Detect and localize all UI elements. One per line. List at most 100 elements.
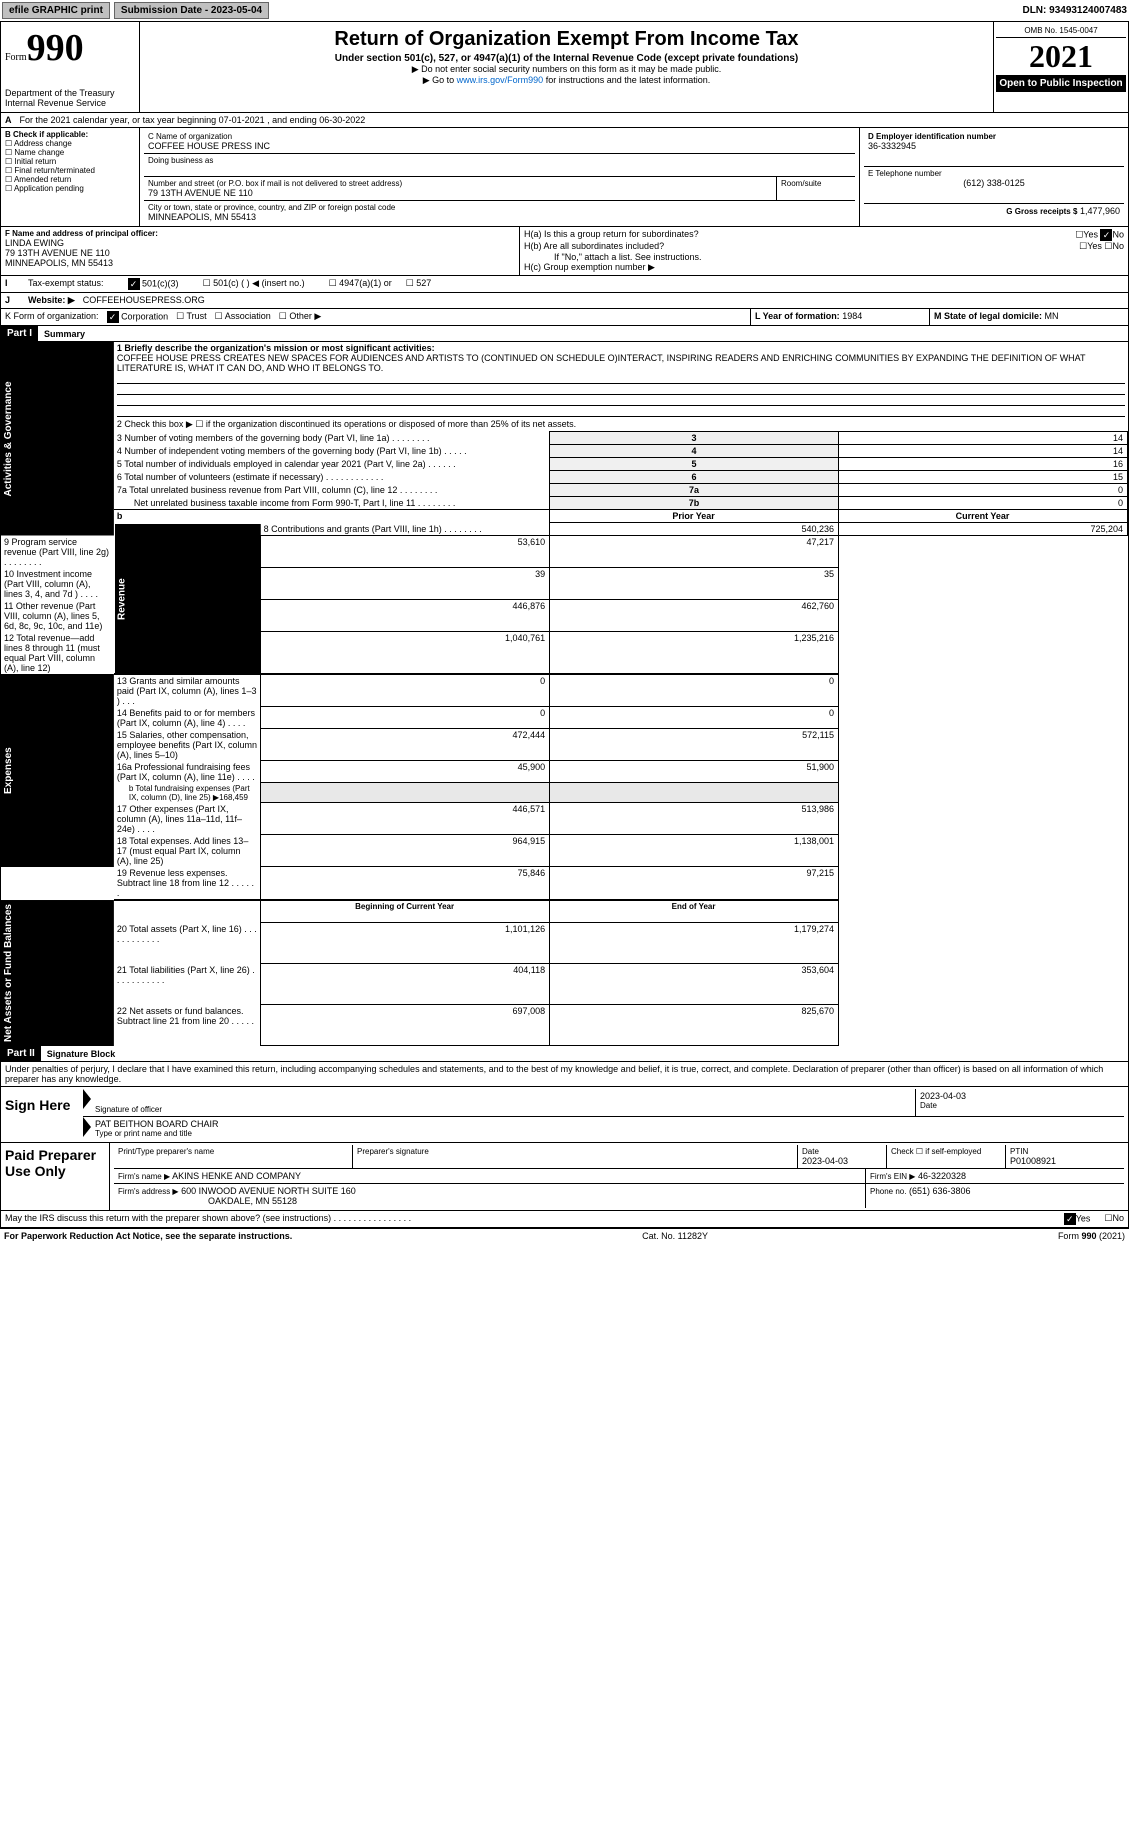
prep-h5: PTIN xyxy=(1010,1147,1120,1156)
tax-year: 2021 xyxy=(996,38,1126,75)
M-value: MN xyxy=(1045,311,1059,321)
section-B-label: B Check if applicable: xyxy=(5,130,135,139)
sign-here-block: Sign Here Signature of officer 2023-04-0… xyxy=(1,1087,1128,1143)
part2-header: Part II Signature Block xyxy=(1,1046,1128,1062)
form-number: Form990 xyxy=(5,26,135,70)
ck-501c[interactable]: ☐ 501(c) ( ) ◀ (insert no.) xyxy=(183,276,309,292)
phone-label: E Telephone number xyxy=(868,169,1120,178)
line14-cy: 0 xyxy=(550,707,839,729)
firm-name: AKINS HENKE AND COMPANY xyxy=(172,1171,301,1181)
L-value: 1984 xyxy=(842,311,862,321)
form-footer: Form 990 (2021) xyxy=(1058,1231,1125,1241)
phone-value: (612) 338-0125 xyxy=(868,178,1120,188)
org-name-label: C Name of organization xyxy=(148,132,851,141)
ck-amended[interactable]: ☐ Amended return xyxy=(5,175,135,184)
form-subtitle: Under section 501(c), 527, or 4947(a)(1)… xyxy=(144,53,989,64)
line4-val: 14 xyxy=(839,445,1128,458)
officer-city: MINNEAPOLIS, MN 55413 xyxy=(5,258,515,268)
line16a-py: 45,900 xyxy=(261,761,550,783)
Ha-yesno[interactable]: ☐Yes No xyxy=(1075,229,1124,241)
ck-initial[interactable]: ☐ Initial return xyxy=(5,157,135,166)
line17-py: 446,571 xyxy=(261,803,550,835)
line12-py: 1,040,761 xyxy=(261,632,550,674)
line15-py: 472,444 xyxy=(261,729,550,761)
ck-501c3[interactable]: 501(c)(3) xyxy=(108,276,183,292)
submission-date: Submission Date - 2023-05-04 xyxy=(114,2,269,19)
line19-label: 19 Revenue less expenses. Subtract line … xyxy=(114,867,261,900)
line22-label: 22 Net assets or fund balances. Subtract… xyxy=(114,1005,261,1046)
q1-label: 1 Briefly describe the organization's mi… xyxy=(117,343,1125,353)
ck-pending[interactable]: ☐ Application pending xyxy=(5,184,135,193)
website-value: COFFEEHOUSEPRESS.ORG xyxy=(79,293,209,308)
city-label: City or town, state or province, country… xyxy=(148,203,851,212)
pra-notice: For Paperwork Reduction Act Notice, see … xyxy=(4,1231,292,1241)
discuss-row: May the IRS discuss this return with the… xyxy=(1,1211,1128,1228)
irs-label: Internal Revenue Service xyxy=(5,98,135,108)
L-label: L Year of formation: xyxy=(755,311,840,321)
ck-527[interactable]: ☐ 527 xyxy=(396,276,436,292)
ein-label: D Employer identification number xyxy=(868,132,1120,141)
page-footer: For Paperwork Reduction Act Notice, see … xyxy=(0,1229,1129,1243)
ck-address[interactable]: ☐ Address change xyxy=(5,139,135,148)
line21-py: 404,118 xyxy=(261,964,550,1005)
line9-label: 9 Program service revenue (Part VIII, li… xyxy=(1,536,114,568)
line-b-label: b Total fundraising expenses (Part IX, c… xyxy=(114,783,261,803)
irs-link[interactable]: www.irs.gov/Form990 xyxy=(457,75,544,85)
Hb-yesno[interactable]: ☐Yes ☐No xyxy=(1079,241,1124,252)
discuss-yes[interactable]: Yes xyxy=(1060,1211,1095,1227)
ck-assoc[interactable]: ☐ Association xyxy=(207,311,271,323)
sig-arrow-icon xyxy=(83,1089,91,1109)
efile-badge: efile GRAPHIC print xyxy=(2,2,110,19)
line8-label: 8 Contributions and grants (Part VIII, l… xyxy=(261,523,550,536)
discuss-no[interactable]: ☐No xyxy=(1094,1211,1128,1227)
line20-cy: 1,179,274 xyxy=(550,923,839,964)
J-label: Website: ▶ xyxy=(24,293,79,308)
tax-exempt-row: I Tax-exempt status: 501(c)(3) ☐ 501(c) … xyxy=(1,276,1128,293)
line15-label: 15 Salaries, other compensation, employe… xyxy=(114,729,261,761)
col-py: Prior Year xyxy=(550,510,839,523)
line8-py: 540,236 xyxy=(550,523,839,536)
ck-other[interactable]: ☐ Other ▶ xyxy=(271,311,322,323)
ck-4947[interactable]: ☐ 4947(a)(1) or xyxy=(309,276,396,292)
line17-label: 17 Other expenses (Part IX, column (A), … xyxy=(114,803,261,835)
line5-val: 16 xyxy=(839,458,1128,471)
col-boy: Beginning of Current Year xyxy=(261,900,550,923)
ck-final[interactable]: ☐ Final return/terminated xyxy=(5,166,135,175)
cat-no: Cat. No. 11282Y xyxy=(292,1231,1058,1241)
line11-py: 446,876 xyxy=(261,600,550,632)
ck-trust[interactable]: ☐ Trust xyxy=(168,311,207,323)
officer-name: LINDA EWING xyxy=(5,238,515,248)
ck-corp[interactable]: Corporation xyxy=(99,311,169,323)
line15-cy: 572,115 xyxy=(550,729,839,761)
M-label: M State of legal domicile: xyxy=(934,311,1042,321)
line22-cy: 825,670 xyxy=(550,1005,839,1046)
line3-label: 3 Number of voting members of the govern… xyxy=(114,432,550,445)
K-label: K Form of organization: xyxy=(5,311,99,323)
firm-phone: (651) 636-3806 xyxy=(909,1186,971,1196)
firm-ein-label: Firm's EIN ▶ xyxy=(870,1172,915,1181)
line7b-label: Net unrelated business taxable income fr… xyxy=(114,497,550,510)
H-note: If "No," attach a list. See instructions… xyxy=(524,252,1124,262)
firm-addr-label: Firm's address ▶ xyxy=(118,1187,179,1196)
omb-number: OMB No. 1545-0047 xyxy=(996,24,1126,38)
line17-cy: 513,986 xyxy=(550,803,839,835)
ck-name[interactable]: ☐ Name change xyxy=(5,148,135,157)
line16a-cy: 51,900 xyxy=(550,761,839,783)
vtab-revenue: Revenue xyxy=(114,523,261,674)
line21-label: 21 Total liabilities (Part X, line 26) .… xyxy=(114,964,261,1005)
form-header: Form990 Department of the Treasury Inter… xyxy=(1,22,1128,113)
firm-name-label: Firm's name ▶ xyxy=(118,1172,170,1181)
dba-label: Doing business as xyxy=(148,156,851,165)
prep-h1: Print/Type preparer's name xyxy=(114,1145,353,1168)
line6-label: 6 Total number of volunteers (estimate i… xyxy=(114,471,550,484)
line14-py: 0 xyxy=(261,707,550,729)
vtab-activities: Activities & Governance xyxy=(1,342,114,536)
addr-label: Number and street (or P.O. box if mail i… xyxy=(148,179,772,188)
officer-group-row: F Name and address of principal officer:… xyxy=(1,227,1128,276)
line19-py: 75,846 xyxy=(261,867,550,900)
line14-label: 14 Benefits paid to or for members (Part… xyxy=(114,707,261,729)
line9-py: 53,610 xyxy=(261,536,550,568)
line5-label: 5 Total number of individuals employed i… xyxy=(114,458,550,471)
line16a-label: 16a Professional fundraising fees (Part … xyxy=(114,761,261,783)
signer-name: PAT BEITHON BOARD CHAIR xyxy=(95,1119,1120,1129)
